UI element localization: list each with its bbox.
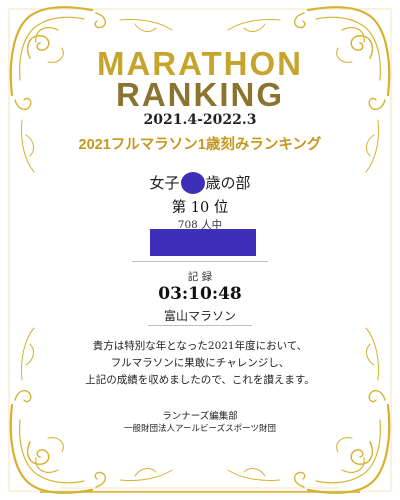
rank-position: 第 10 位 (171, 200, 229, 216)
redacted-age-mark (180, 172, 205, 194)
record-divider-top (132, 261, 268, 262)
message-line-2: フルマラソンに果敢にチャレンジし、 (110, 357, 290, 369)
age-division: 女子 歳の部 (0, 172, 400, 195)
division-suffix: 歳の部 (205, 174, 251, 192)
ranking-subtitle: 2021フルマラソン1歳刻みランキング (78, 137, 322, 153)
record-label: 記 録 (187, 271, 213, 283)
division-prefix: 女子 (149, 174, 180, 192)
race-name: 富山マラソン (163, 309, 236, 323)
issuer-name: ランナーズ編集部 (162, 411, 238, 422)
title-marathon: MARATHON (96, 45, 304, 82)
entrant-count: 708 人中 (177, 219, 223, 231)
organization-name: 一般財団法人アールビーズスポーツ財団 (124, 424, 276, 434)
title-ranking: RANKING (116, 76, 284, 113)
message-line-3: 上記の成績を収めましたので、これを讃えます。 (85, 374, 315, 386)
record-divider-bottom (148, 325, 252, 326)
message-line-1: 貴方は特別な年となった2021年度において、 (92, 340, 308, 352)
ranking-period: 2021.4-2022.3 (143, 112, 257, 128)
record-time: 03:10:48 (158, 284, 242, 304)
redacted-name-box (150, 229, 256, 256)
